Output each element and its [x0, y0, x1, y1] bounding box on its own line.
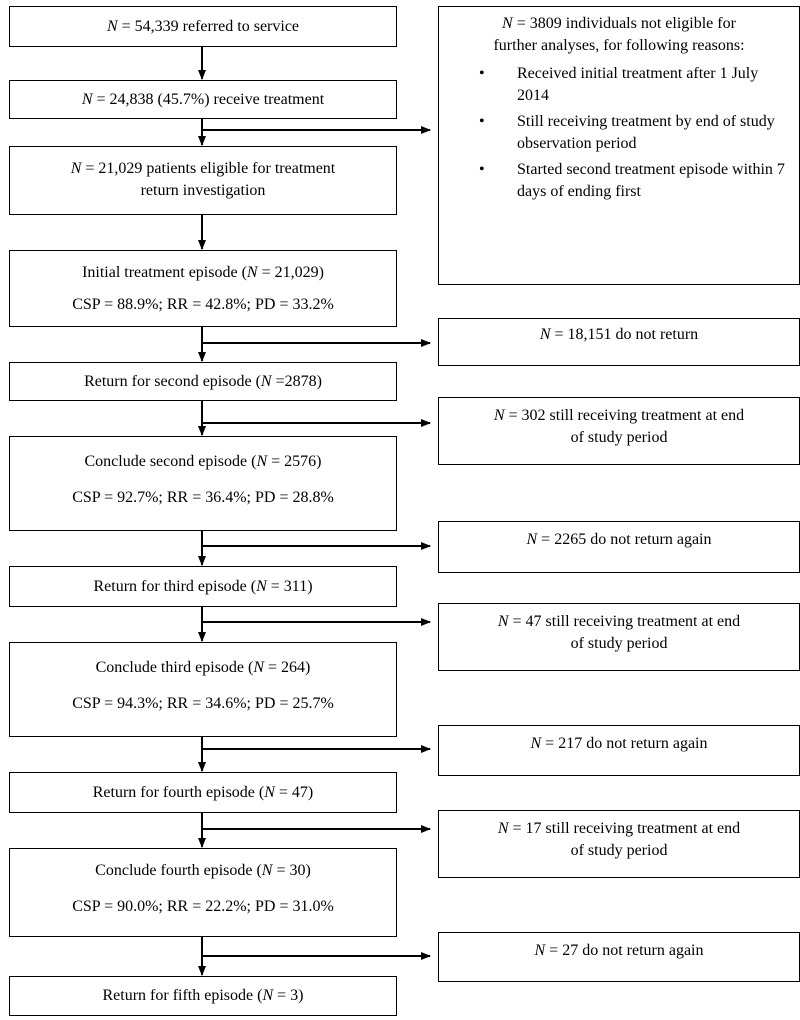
box-eligible-line2: return investigation [140, 182, 266, 199]
box-conclude-third-title: Conclude third episode (N = 264) [95, 659, 311, 676]
box-still-receiving-1-line2: of study period [570, 429, 668, 446]
box-receive-treatment-text: N = 24,838 (45.7%) receive treatment [81, 91, 325, 108]
reason-item: • Started second treatment episode within… [479, 161, 785, 200]
box-not-eligible: N = 3809 individuals not eligible for fu… [438, 6, 800, 285]
box-referred-text: N = 54,339 referred to service [106, 18, 300, 35]
box-return-third-text: Return for third episode (N = 311) [93, 578, 313, 595]
reasons-list: • Received initial treatment after 1 July… [439, 63, 799, 203]
box-no-return-3: N = 217 do not return again [438, 725, 800, 776]
box-initial-episode: Initial treatment episode (N = 21,029) C… [9, 250, 397, 327]
box-return-third: Return for third episode (N = 311) [9, 566, 397, 607]
box-still-receiving-3-line2: of study period [570, 842, 668, 859]
box-still-receiving-3-line1: N = 17 still receiving treatment at end [497, 820, 741, 837]
box-still-receiving-2-line1: N = 47 still receiving treatment at end [497, 613, 741, 630]
bullet-icon: • [479, 65, 485, 82]
box-no-return-1: N = 18,151 do not return [438, 318, 800, 366]
box-no-return-4: N = 27 do not return again [438, 932, 800, 982]
box-return-fourth-text: Return for fourth episode (N = 47) [92, 784, 314, 801]
box-referred: N = 54,339 referred to service [9, 6, 397, 47]
box-conclude-fourth-stats: CSP = 90.0%; RR = 22.2%; PD = 31.0% [72, 898, 334, 915]
box-no-return-2-text: N = 2265 do not return again [526, 531, 712, 548]
box-conclude-second-stats: CSP = 92.7%; RR = 36.4%; PD = 28.8% [72, 489, 334, 506]
box-eligible: N = 21,029 patients eligible for treatme… [9, 146, 397, 215]
box-receive-treatment: N = 24,838 (45.7%) receive treatment [9, 80, 397, 119]
box-initial-episode-title: Initial treatment episode (N = 21,029) [82, 264, 324, 281]
box-conclude-third-stats: CSP = 94.3%; RR = 34.6%; PD = 25.7% [72, 695, 334, 712]
box-conclude-second-title: Conclude second episode (N = 2576) [84, 453, 322, 470]
box-return-fourth: Return for fourth episode (N = 47) [9, 772, 397, 813]
box-return-second-text: Return for second episode (N =2878) [84, 373, 322, 390]
box-return-second: Return for second episode (N =2878) [9, 362, 397, 401]
reason-item: • Received initial treatment after 1 July… [479, 65, 759, 104]
box-initial-episode-stats: CSP = 88.9%; RR = 42.8%; PD = 33.2% [72, 296, 334, 313]
box-conclude-third: Conclude third episode (N = 264) CSP = 9… [9, 642, 397, 737]
box-conclude-fourth-title: Conclude fourth episode (N = 30) [95, 862, 311, 879]
box-no-return-3-text: N = 217 do not return again [530, 735, 708, 752]
box-still-receiving-3: N = 17 still receiving treatment at end … [438, 810, 800, 878]
box-return-fifth: Return for fifth episode (N = 3) [9, 976, 397, 1016]
reason-item: • Still receiving treatment by end of stu… [479, 113, 775, 152]
box-still-receiving-2-line2: of study period [570, 635, 668, 652]
box-eligible-line1: N = 21,029 patients eligible for treatme… [70, 160, 336, 177]
box-conclude-fourth: Conclude fourth episode (N = 30) CSP = 9… [9, 848, 397, 937]
box-no-return-2: N = 2265 do not return again [438, 521, 800, 573]
box-return-fifth-text: Return for fifth episode (N = 3) [102, 987, 304, 1004]
box-still-receiving-1-line1: N = 302 still receiving treatment at end [493, 407, 745, 424]
box-not-eligible-line1: N = 3809 individuals not eligible for [502, 15, 736, 32]
box-no-return-1-text: N = 18,151 do not return [539, 326, 699, 343]
box-still-receiving-2: N = 47 still receiving treatment at end … [438, 603, 800, 671]
bullet-icon: • [479, 161, 485, 178]
bullet-icon: • [479, 113, 485, 130]
box-conclude-second: Conclude second episode (N = 2576) CSP =… [9, 436, 397, 531]
box-not-eligible-line2: further analyses, for following reasons: [493, 37, 745, 54]
box-no-return-4-text: N = 27 do not return again [534, 942, 704, 959]
box-still-receiving-1: N = 302 still receiving treatment at end… [438, 397, 800, 465]
